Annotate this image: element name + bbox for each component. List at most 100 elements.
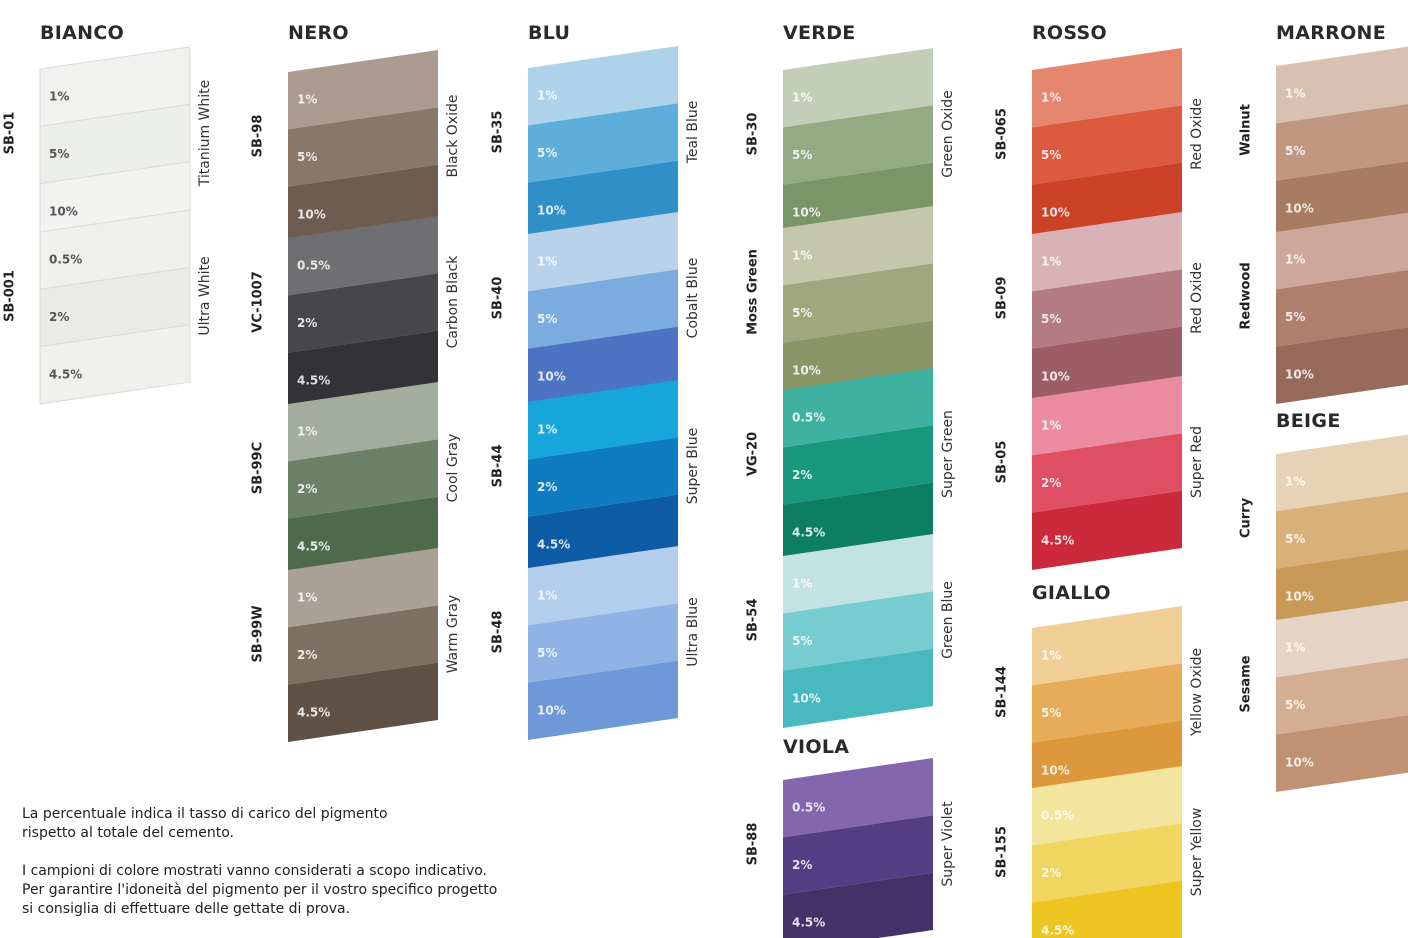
swatch-band-2 bbox=[1276, 657, 1408, 735]
swatch-card: 1% 2% 4.5% SB-44 Super Blue bbox=[491, 380, 701, 574]
swatch-card: 1% 5% 10% Sesame bbox=[1239, 598, 1408, 792]
note-line: Per garantire l'idoneità del pigmento pe… bbox=[22, 882, 498, 898]
swatch-level-label: 4.5% bbox=[792, 525, 825, 539]
swatch-band-2 bbox=[1032, 269, 1182, 349]
swatch-level-label: 4.5% bbox=[537, 537, 570, 551]
swatch-band-3 bbox=[528, 660, 678, 740]
swatch-pigment-name: Super Blue bbox=[685, 427, 701, 505]
swatch-code: VG-20 bbox=[745, 431, 761, 477]
swatch-level-label: 2% bbox=[792, 468, 812, 482]
swatch-level-label: 4.5% bbox=[297, 373, 330, 387]
group-title-beige: BEIGE bbox=[1276, 410, 1341, 432]
swatch-code: SB-48 bbox=[490, 610, 506, 654]
swatch-band-1 bbox=[1032, 766, 1182, 846]
swatch-band-2 bbox=[1032, 663, 1182, 743]
swatch-band-2 bbox=[528, 103, 678, 183]
swatch-level-label: 5% bbox=[1285, 144, 1305, 158]
swatch-pigment-name: Teal Blue bbox=[685, 100, 701, 164]
swatch-card: 1% 5% 10% Walnut bbox=[1239, 44, 1408, 238]
swatch-band-3 bbox=[783, 872, 933, 938]
swatch-level-label: 5% bbox=[297, 150, 317, 164]
swatch-band-3 bbox=[1276, 327, 1408, 404]
swatch-level-label: 2% bbox=[297, 482, 317, 496]
swatch-pigment-name: Cobalt Blue bbox=[685, 257, 701, 339]
swatch-level-label: 10% bbox=[537, 369, 566, 383]
swatch-code: SB-40 bbox=[490, 276, 506, 320]
swatch-band-1 bbox=[1032, 376, 1182, 456]
swatch-graphic: 1% 5% 10% bbox=[1032, 212, 1182, 406]
group-title-rosso: ROSSO bbox=[1032, 22, 1107, 44]
swatch-level-label: 1% bbox=[537, 255, 557, 269]
swatch-code: SB-54 bbox=[745, 598, 761, 642]
swatch-graphic: 1% 5% 10% bbox=[528, 546, 678, 740]
swatch-band-1 bbox=[1032, 48, 1182, 128]
swatch-band-2 bbox=[1032, 105, 1182, 185]
note-loading-rate: La percentuale indica il tasso di carico… bbox=[22, 805, 622, 843]
swatch-code: SB-01 bbox=[2, 111, 18, 155]
swatch-card: 1% 2% 4.5% SB-99W Warm Gray bbox=[251, 548, 461, 742]
note-line: rispetto al totale del cemento. bbox=[22, 825, 234, 841]
note-disclaimer: I campioni di colore mostrati vanno cons… bbox=[22, 862, 622, 919]
swatch-level-label: 5% bbox=[1041, 312, 1061, 326]
swatch-level-label: 10% bbox=[792, 205, 821, 219]
swatch-level-label: 5% bbox=[1041, 706, 1061, 720]
swatch-card: 0.5% 2% 4.5% VG-20 Super Green bbox=[746, 368, 956, 562]
swatch-card: 1% 5% 10% SB-35 Teal Blue bbox=[491, 46, 701, 240]
swatch-level-label: 0.5% bbox=[49, 253, 82, 267]
swatch-level-label: 1% bbox=[1041, 649, 1061, 663]
swatch-band-1 bbox=[528, 380, 678, 460]
swatch-band-1 bbox=[528, 546, 678, 626]
swatch-band-3 bbox=[288, 662, 438, 742]
swatch-band-2 bbox=[1276, 491, 1408, 569]
swatch-band-1 bbox=[288, 216, 438, 296]
swatch-band-2 bbox=[288, 605, 438, 685]
swatch-graphic: 1% 5% 10% bbox=[1276, 46, 1408, 238]
swatch-level-label: 10% bbox=[297, 207, 326, 221]
swatch-pigment-name: Warm Gray bbox=[445, 594, 461, 674]
swatch-pigment-name: Red Oxide bbox=[1189, 98, 1205, 170]
swatch-band-2 bbox=[1276, 103, 1408, 181]
swatch-code: Walnut bbox=[1238, 104, 1254, 156]
swatch-graphic: 1% 5% 10% bbox=[288, 50, 438, 244]
swatch-code: SB-99C bbox=[250, 441, 266, 495]
swatch-code: SB-09 bbox=[994, 276, 1010, 320]
swatch-pigment-name: Cool Gray bbox=[445, 433, 461, 503]
swatch-level-label: 10% bbox=[1285, 755, 1314, 769]
swatch-pigment-name: Super Red bbox=[1189, 425, 1205, 499]
swatch-level-label: 10% bbox=[1285, 589, 1314, 603]
swatch-band-1 bbox=[1276, 212, 1408, 290]
swatch-card: 1% 5% 10% SB-40 Cobalt Blue bbox=[491, 212, 701, 406]
swatch-level-label: 1% bbox=[49, 90, 69, 104]
swatch-code: SB-30 bbox=[745, 112, 761, 156]
swatch-card: 1% 5% 10% SB-144 Yellow Oxide bbox=[995, 606, 1205, 800]
swatch-code: Curry bbox=[1238, 497, 1254, 539]
swatch-graphic: 1% 5% 10% bbox=[1276, 600, 1408, 792]
swatch-level-label: 0.5% bbox=[792, 801, 825, 815]
swatch-level-label: 5% bbox=[1041, 148, 1061, 162]
swatch-band-1 bbox=[1276, 46, 1408, 124]
swatch-level-label: 5% bbox=[537, 146, 557, 160]
swatch-level-label: 4.5% bbox=[49, 367, 82, 381]
swatch-level-label: 2% bbox=[1041, 866, 1061, 880]
swatch-graphic: 0.5% 2% 4.5% bbox=[783, 368, 933, 562]
swatch-level-label: 1% bbox=[297, 591, 317, 605]
group-title-nero: NERO bbox=[288, 22, 349, 44]
swatch-pigment-name: Super Yellow bbox=[1189, 807, 1205, 897]
swatch-level-label: 2% bbox=[297, 648, 317, 662]
swatch-card: 1% 5% 10% Curry bbox=[1239, 432, 1408, 626]
swatch-level-label: 1% bbox=[792, 577, 812, 591]
swatch-level-label: 10% bbox=[1285, 367, 1314, 381]
swatch-card: 0.5% 2% 4.5% SB-88 Super Violet bbox=[746, 758, 956, 938]
swatch-graphic: 1% 5% 10% bbox=[1032, 606, 1182, 800]
note-line: si consiglia di effettuare delle gettate… bbox=[22, 901, 351, 917]
swatch-graphic: 1% 5% 10% bbox=[783, 534, 933, 728]
swatch-graphic: 1% 5% 10% bbox=[783, 206, 933, 400]
swatch-card: 0.5% 2% 4.5% SB-155 Super Yellow bbox=[995, 766, 1205, 938]
swatch-card: 1% 5% 10% Moss Green bbox=[746, 206, 933, 400]
swatch-graphic: 1% 2% 4.5% bbox=[1032, 376, 1182, 570]
swatch-code: SB-44 bbox=[490, 444, 506, 488]
swatch-card: 1% 5% 10% SB-98 Black Oxide bbox=[251, 50, 461, 244]
swatch-level-label: 5% bbox=[1285, 698, 1305, 712]
swatch-band-2 bbox=[1276, 269, 1408, 347]
swatch-level-label: 10% bbox=[537, 203, 566, 217]
